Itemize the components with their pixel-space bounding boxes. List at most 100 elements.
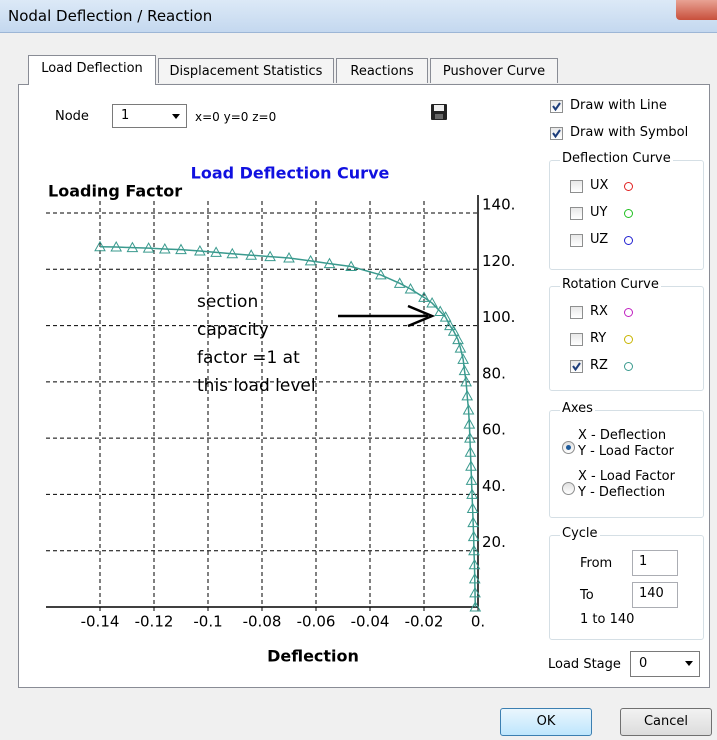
data-marker	[467, 530, 480, 542]
tab[interactable]: Reactions	[336, 58, 428, 83]
group-title: Axes	[560, 401, 595, 416]
curve-color	[624, 308, 633, 317]
checkbox-label: RX	[590, 304, 608, 319]
tab-panel	[18, 84, 710, 688]
node-coords: x=0 y=0 z=0	[195, 110, 277, 124]
data-marker	[426, 297, 438, 308]
data-marker	[463, 418, 476, 429]
data-marker	[374, 268, 387, 280]
curve-color	[624, 182, 633, 191]
annotation-arrow	[338, 304, 436, 328]
data-marker	[434, 305, 447, 316]
data-marker	[462, 403, 475, 415]
data-marker	[468, 544, 480, 556]
data-marker	[142, 242, 155, 253]
data-marker	[323, 257, 336, 269]
y-tick-label: 40.	[482, 477, 506, 495]
data-marker	[404, 282, 417, 294]
node-dropdown[interactable]: 1	[112, 104, 187, 128]
close-button[interactable]	[676, 0, 717, 20]
data-marker	[461, 389, 474, 401]
data-marker	[245, 249, 258, 260]
checkbox-label: Draw with Symbol	[570, 125, 689, 140]
from-input[interactable]: 1	[632, 550, 678, 576]
data-marker	[226, 247, 239, 259]
x-axis-label: Deflection	[267, 647, 359, 666]
curve-color	[624, 335, 633, 344]
data-marker	[467, 516, 479, 528]
data-marker	[210, 246, 222, 257]
checkbox[interactable]	[570, 234, 583, 247]
data-marker	[264, 250, 276, 262]
dropdown-arrow	[685, 661, 693, 666]
ok-button[interactable]: OK	[500, 708, 592, 736]
group-box	[549, 535, 704, 640]
group-title: Rotation Curve	[560, 277, 661, 292]
y-tick-label: 100.	[482, 308, 515, 326]
radio-label-line: X - Deflection	[578, 428, 667, 443]
checkbox[interactable]	[570, 180, 583, 193]
x-tick-label: -0.12	[135, 613, 174, 631]
checkbox-label: UX	[590, 178, 609, 193]
x-tick-label: 0.	[471, 613, 485, 631]
data-marker	[460, 375, 472, 387]
checkbox[interactable]	[550, 127, 563, 140]
checkbox[interactable]	[570, 360, 583, 373]
radio[interactable]	[562, 441, 575, 454]
x-tick-label: -0.08	[243, 613, 282, 631]
save-icon[interactable]	[430, 103, 448, 121]
data-marker	[468, 558, 481, 570]
data-marker	[469, 600, 482, 612]
data-marker	[458, 364, 471, 376]
data-marker	[175, 243, 187, 255]
x-tick-label: -0.02	[405, 613, 444, 631]
checkbox-label: RZ	[590, 358, 608, 373]
x-tick-label: -0.14	[81, 613, 120, 631]
data-marker	[393, 277, 406, 288]
cancel-button[interactable]: Cancel	[620, 708, 712, 736]
data-marker	[439, 311, 452, 322]
x-tick-label: -0.04	[351, 613, 390, 631]
chart-title: Load Deflection Curve	[191, 164, 390, 183]
checkbox-label: Draw with Line	[570, 98, 667, 113]
tab[interactable]: Load Deflection	[28, 55, 156, 85]
tab[interactable]: Displacement Statistics	[158, 58, 334, 83]
checkbox[interactable]	[570, 207, 583, 220]
data-marker	[126, 241, 139, 253]
checkbox[interactable]	[570, 333, 583, 346]
radio-label-line: X - Load Factor	[578, 469, 675, 484]
group-box	[549, 410, 704, 518]
data-marker	[447, 325, 460, 336]
data-marker	[304, 254, 317, 266]
from-label: From	[580, 556, 613, 571]
y-tick-label: 120.	[482, 252, 515, 270]
radio-label: X - Deflection Y - Load Factor	[578, 428, 674, 460]
annotation: factor =1 at	[197, 348, 300, 368]
load-stage-dropdown[interactable]: 0	[630, 651, 700, 677]
x-tick-label: -0.1	[193, 613, 222, 631]
checkbox-label: RY	[590, 331, 607, 346]
curve-color	[624, 236, 633, 245]
radio-label: X - Load Factor Y - Deflection	[578, 469, 675, 501]
data-marker	[194, 244, 206, 256]
checkbox-label: UZ	[590, 232, 609, 247]
title-bar: Nodal Deflection / Reaction	[0, 0, 717, 33]
data-marker	[283, 251, 295, 263]
annotation: section	[197, 292, 258, 312]
radio[interactable]	[562, 482, 575, 495]
tab[interactable]: Pushover Curve	[430, 58, 558, 83]
data-marker	[345, 260, 357, 271]
data-marker	[158, 242, 171, 254]
y-tick-label: 20.	[482, 533, 506, 551]
node-value: 1	[121, 108, 130, 123]
y-tick-label: 80.	[482, 364, 506, 382]
checkbox[interactable]	[570, 306, 583, 319]
data-marker	[468, 572, 481, 584]
to-input[interactable]: 140	[632, 582, 678, 608]
cycle-range: 1 to 140	[580, 612, 635, 627]
data-marker	[465, 460, 477, 471]
checkbox[interactable]	[550, 100, 563, 113]
y-tick-label: 60.	[482, 421, 506, 439]
checkbox-label: UY	[590, 205, 608, 220]
data-marker	[469, 586, 481, 598]
